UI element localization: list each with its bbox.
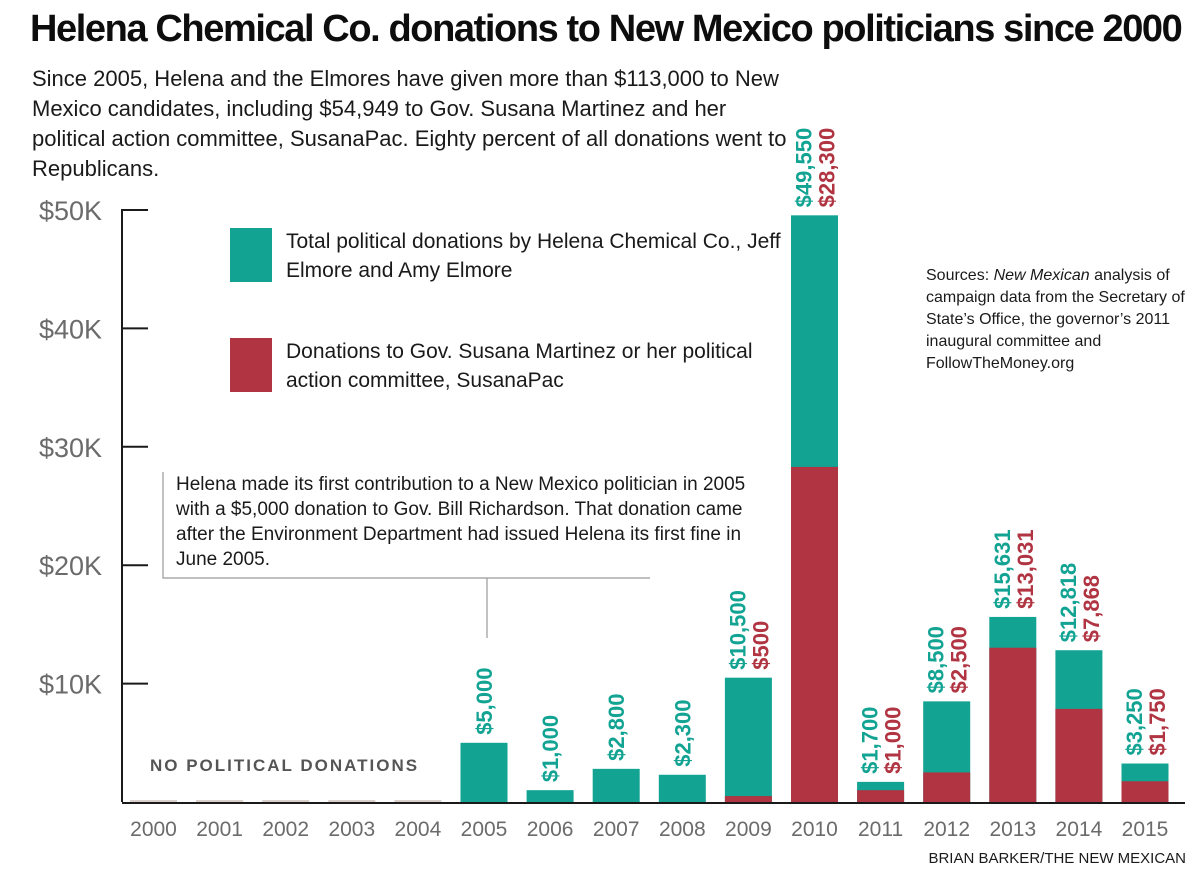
x-tick-label: 2015 <box>1122 818 1169 841</box>
bar-martinez-2010 <box>791 466 838 802</box>
x-tick-label: 2000 <box>130 818 177 841</box>
bar-martinez-2011 <box>857 790 905 802</box>
bar-total-2003 <box>328 800 376 802</box>
bar-total-2007 <box>592 768 640 802</box>
value-label-total-2013: $15,631 <box>990 529 1015 609</box>
value-label-total-2007: $2,800 <box>604 694 629 761</box>
y-tick-label: $20K <box>39 551 102 581</box>
bar-total-2005 <box>460 742 508 802</box>
bar-total-2008 <box>658 774 706 802</box>
legend-swatch-martinez <box>230 338 272 392</box>
annotation-callout <box>162 472 650 638</box>
value-label-total-2010: $49,550 <box>792 128 817 208</box>
value-label-total-2015: $3,250 <box>1122 688 1147 755</box>
bar-martinez-2012 <box>923 772 971 802</box>
x-tick-label: 2005 <box>461 818 508 841</box>
chart-title: Helena Chemical Co. donations to New Mex… <box>30 8 1183 50</box>
no-donations-label: NO POLITICAL DONATIONS <box>150 756 420 775</box>
legend-label-total: Total political donations by Helena Chem… <box>286 230 781 282</box>
x-tick-label: 2006 <box>527 818 574 841</box>
y-tick-label: $40K <box>39 314 102 344</box>
value-label-total-2014: $12,818 <box>1056 563 1081 643</box>
bar-total-2004 <box>394 800 442 802</box>
x-tick-label: 2001 <box>196 818 243 841</box>
y-axis: $10K $20K $30K $40K $50K <box>39 196 148 802</box>
x-tick-label: 2014 <box>1056 818 1103 841</box>
value-label-total-2011: $1,700 <box>858 707 883 774</box>
sources-prefix: Sources: <box>926 267 994 284</box>
x-tick-label: 2007 <box>593 818 640 841</box>
x-tick-label: 2012 <box>923 818 970 841</box>
legend-label-martinez: Donations to Gov. Susana Martinez or her… <box>286 340 753 392</box>
value-label-total-2009: $10,500 <box>725 590 750 670</box>
bars <box>130 215 1169 802</box>
bar-total-2006 <box>526 790 574 802</box>
value-label-total-2012: $8,500 <box>924 626 949 693</box>
value-label-martinez-2009: $500 <box>748 621 773 670</box>
sources-note: Sources: New Mexican analysis of campaig… <box>926 265 1196 375</box>
bar-total-2001 <box>196 800 244 802</box>
bar-martinez-2015 <box>1121 781 1169 802</box>
bar-total-2002 <box>262 800 310 802</box>
y-tick-label: $10K <box>39 670 102 700</box>
x-tick-label: 2009 <box>725 818 772 841</box>
sources-text: analysis of campaign data from the Secre… <box>926 267 1185 372</box>
value-label-martinez-2012: $2,500 <box>947 626 972 693</box>
x-tick-label: 2011 <box>858 818 903 841</box>
value-label-martinez-2011: $1,000 <box>881 707 906 774</box>
value-label-martinez-2015: $1,750 <box>1145 688 1170 755</box>
value-label-total-2006: $1,000 <box>538 715 563 782</box>
annotation-bracket <box>162 472 650 579</box>
bar-total-2000 <box>130 800 177 802</box>
x-tick-label: 2013 <box>989 818 1036 841</box>
bar-martinez-2013 <box>989 647 1037 802</box>
value-labels: $5,000 $1,000 $2,800 $2,300 $10,500$500 $49,5… <box>472 128 1170 782</box>
legend-swatch-total <box>230 228 272 282</box>
x-tick-label: 2004 <box>395 818 442 841</box>
bar-martinez-2009 <box>724 796 772 802</box>
y-tick-label: $50K <box>39 196 102 226</box>
x-axis: 2000 2001 2002 2003 2004 2005 2006 2007 2008 2009… <box>122 802 1185 841</box>
x-tick-label: 2008 <box>659 818 706 841</box>
x-tick-label: 2010 <box>791 818 838 841</box>
value-label-martinez-2010: $28,300 <box>815 128 840 208</box>
value-label-martinez-2013: $13,031 <box>1013 529 1038 609</box>
annotation-2005: Helena made its first contribution to a … <box>176 474 746 570</box>
credit-line: BRIAN BARKER/THE NEW MEXICAN <box>928 850 1186 867</box>
x-tick-label: 2002 <box>262 818 309 841</box>
value-label-total-2008: $2,300 <box>670 699 695 766</box>
value-label-martinez-2014: $7,868 <box>1079 575 1104 642</box>
sources-publication: New Mexican <box>993 267 1090 284</box>
value-label-total-2005: $5,000 <box>472 668 497 735</box>
x-tick-label: 2003 <box>328 818 375 841</box>
y-tick-label: $30K <box>39 433 102 463</box>
bar-total-2009 <box>724 677 772 802</box>
bar-martinez-2014 <box>1055 708 1103 802</box>
chart-subtitle: Since 2005, Helena and the Elmores have … <box>32 66 787 181</box>
